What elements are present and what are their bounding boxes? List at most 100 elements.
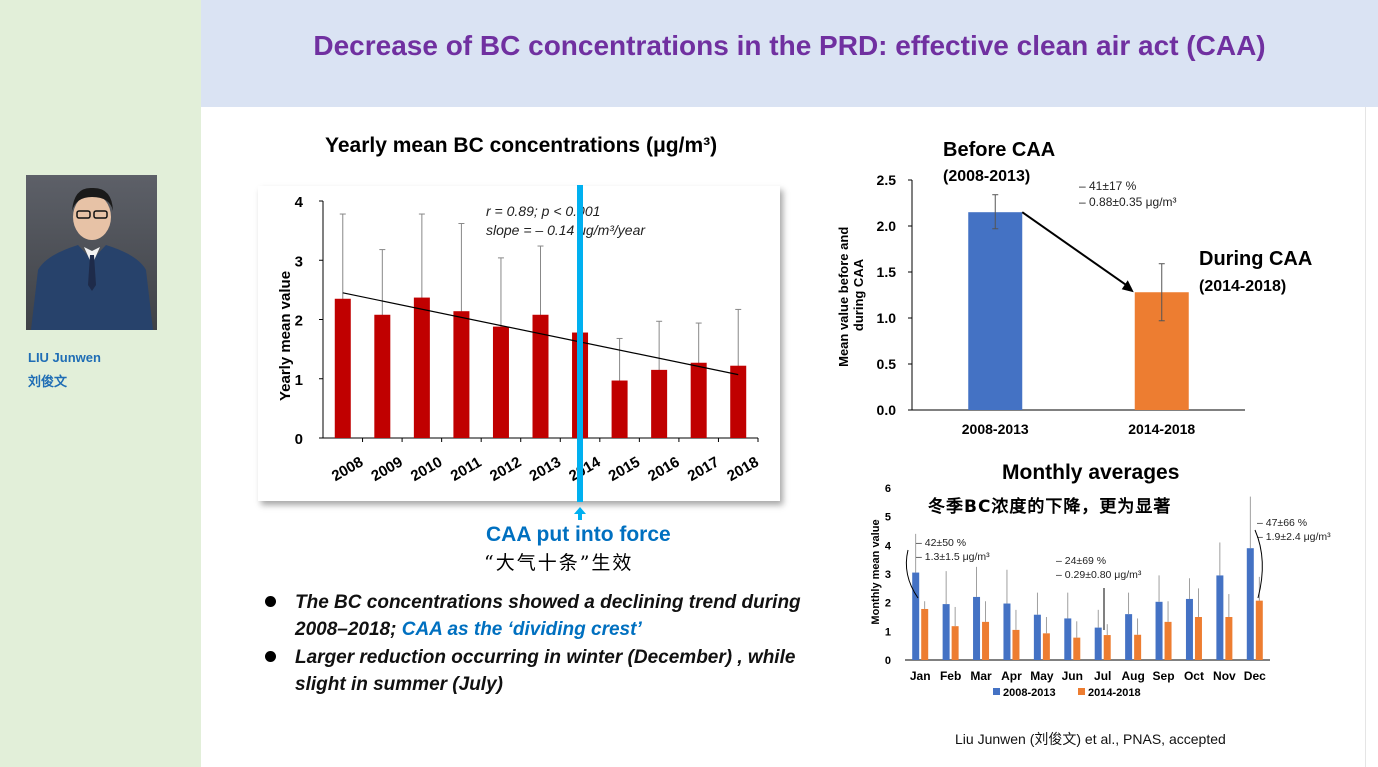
monthly-legend-label: 2008-2013 — [1003, 687, 1056, 699]
monthly-xtick-label: Mar — [970, 669, 992, 683]
yearly-bar — [532, 314, 549, 438]
monthly-bar — [973, 596, 981, 660]
yearly-ytick-label: 4 — [295, 194, 304, 211]
monthly-bar — [1194, 617, 1202, 660]
ba-ytick-label: 2.5 — [877, 172, 897, 188]
monthly-ytick-label: 1 — [885, 626, 891, 638]
monthly-bar — [1103, 635, 1111, 660]
monthly-subtitle-cn: 冬季BC浓度的下降，更为显著 — [928, 496, 1171, 517]
caa-arrow-icon — [574, 507, 586, 514]
monthly-ytick-label: 0 — [885, 655, 891, 667]
monthly-legend-swatch — [1078, 688, 1085, 695]
monthly-bar — [1225, 617, 1233, 660]
monthly-bar — [951, 626, 959, 660]
monthly-bar — [1185, 598, 1193, 660]
ba-ytick-label: 1.0 — [877, 310, 897, 326]
ba-ytick-label: 1.5 — [877, 264, 897, 280]
monthly-annotation: – 0.29±0.80 μg/m³ — [1056, 569, 1142, 581]
monthly-bar — [1155, 601, 1163, 660]
monthly-xtick-label: Apr — [1001, 669, 1022, 683]
bullet-text: The BC concentrations showed a declining… — [295, 592, 801, 640]
yearly-ylabel: Yearly mean value — [277, 271, 294, 401]
ba-ytick-label: 0.5 — [877, 356, 897, 372]
ba-xtick-label: 2014-2018 — [1128, 421, 1195, 437]
monthly-bar — [1246, 548, 1254, 660]
bullet-text: Larger reduction occurring in winter (De… — [295, 647, 796, 695]
caa-force-label-cn: “大气十条”生效 — [484, 552, 634, 574]
citation: Liu Junwen (刘俊文) et al., PNAS, accepted — [955, 731, 1226, 747]
monthly-bar — [942, 604, 950, 660]
monthly-bar — [1003, 603, 1011, 660]
ba-ytick-label: 2.0 — [877, 218, 897, 234]
yearly-annotation-1: r = 0.89; p < 0.001 — [486, 203, 600, 219]
yearly-ytick-label: 3 — [295, 253, 303, 270]
monthly-xtick-label: Sep — [1153, 669, 1175, 683]
during-title: During CAA — [1199, 248, 1312, 270]
yearly-xtick-label: 2017 — [685, 454, 722, 485]
yearly-chart: Yearly mean value r = 0.89; p < 0.001 sl… — [277, 194, 762, 485]
monthly-xtick-label: Jan — [910, 669, 931, 683]
ba-decrease-arrow — [1021, 211, 1132, 290]
author-photo — [26, 175, 157, 330]
yearly-chart-title: Yearly mean BC concentrations (μg/m³) — [325, 134, 718, 157]
monthly-annotation: – 42±50 % — [916, 537, 966, 549]
yearly-bar — [690, 362, 707, 438]
yearly-xtick-label: 2011 — [448, 454, 485, 485]
ba-arrowhead-icon — [1121, 280, 1134, 293]
monthly-ytick-label: 6 — [885, 483, 891, 495]
ba-ylabel: Mean value before and during CAA — [836, 223, 866, 367]
bullet-list: The BC concentrations showed a declining… — [262, 589, 822, 699]
before-title: Before CAA — [943, 139, 1055, 161]
monthly-bar — [1125, 614, 1133, 660]
yearly-xtick-label: 2008 — [329, 454, 366, 485]
before-after-chart: Before CAA (2008-2013) During CAA (2014-… — [836, 139, 1312, 437]
yearly-xtick-label: 2018 — [724, 454, 761, 485]
monthly-legend-swatch — [993, 688, 1000, 695]
yearly-chart-frame: Yearly mean value r = 0.89; p < 0.001 sl… — [258, 186, 780, 501]
monthly-ylabel: Monthly mean value — [870, 519, 882, 624]
yearly-trend-line — [342, 292, 739, 376]
slide-edge-divider — [1365, 107, 1366, 767]
left-sidebar — [0, 0, 201, 767]
title-banner — [201, 0, 1378, 107]
reduction-absolute: – 0.88±0.35 μg/m³ — [1079, 195, 1177, 209]
monthly-ytick-label: 3 — [885, 569, 891, 581]
yearly-xtick-label: 2016 — [645, 454, 682, 485]
yearly-xtick-label: 2012 — [487, 454, 524, 485]
yearly-bar — [334, 298, 351, 438]
monthly-jan-arrow — [905, 549, 919, 599]
ba-ylabel-line-2: during CAA — [851, 258, 866, 331]
yearly-bar — [374, 314, 391, 438]
bullet-item: Larger reduction occurring in winter (De… — [262, 644, 822, 698]
yearly-xtick-label: 2014 — [566, 453, 604, 485]
ba-ytick-label: 0.0 — [877, 402, 897, 418]
monthly-annotation: – 47±66 % — [1257, 517, 1307, 529]
yearly-xtick-label: 2010 — [408, 454, 445, 485]
ba-bar — [968, 212, 1023, 410]
author-name-en: LIU Junwen — [28, 350, 101, 365]
monthly-bar — [1216, 575, 1224, 660]
monthly-ytick-label: 4 — [885, 540, 892, 552]
caa-divider-line — [577, 185, 583, 502]
reduction-percent: – 41±17 % — [1079, 179, 1137, 193]
monthly-xtick-label: Dec — [1244, 669, 1266, 683]
monthly-ytick-label: 2 — [885, 598, 891, 610]
yearly-ytick-label: 1 — [295, 372, 303, 389]
monthly-xtick-label: Oct — [1184, 669, 1204, 683]
yearly-bar — [413, 297, 430, 438]
before-period: (2008-2013) — [943, 168, 1030, 185]
yearly-ytick-label: 2 — [295, 313, 303, 330]
bullet-highlight: CAA as the ‘dividing crest’ — [401, 619, 642, 640]
yearly-bar — [453, 311, 470, 438]
monthly-xtick-label: May — [1030, 669, 1054, 683]
monthly-bar — [1064, 618, 1072, 660]
monthly-bar — [1012, 629, 1020, 660]
bullet-dot-icon — [265, 651, 276, 662]
ba-ylabel-line-1: Mean value before and — [836, 227, 851, 367]
yearly-xtick-label: 2015 — [606, 454, 643, 485]
monthly-bar — [912, 572, 920, 660]
monthly-annotation: – 24±69 % — [1056, 555, 1106, 567]
bullet-dot-icon — [265, 596, 276, 607]
monthly-bar — [1255, 600, 1263, 660]
monthly-bar — [1042, 633, 1050, 660]
